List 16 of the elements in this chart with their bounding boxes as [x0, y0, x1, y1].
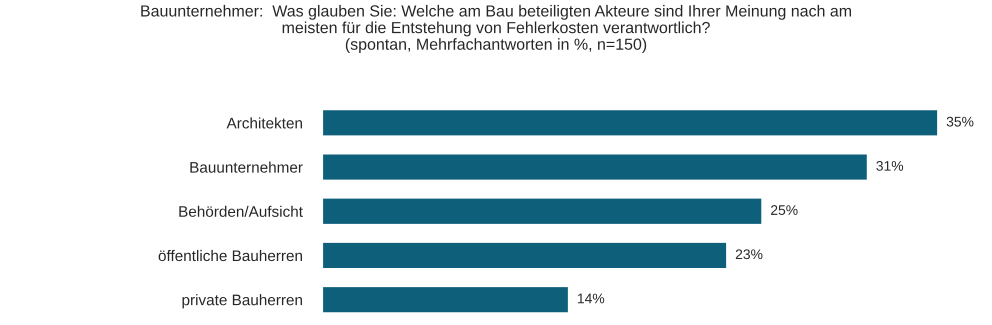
data-label: 14% [578, 294, 604, 304]
data-label: 23% [736, 249, 762, 260]
bar [322, 153, 868, 182]
y-tick-label: private Bauherren [182, 294, 302, 308]
data-label: 25% [771, 205, 798, 215]
bar [322, 286, 570, 314]
y-tick-label: Behörden/Aufsicht [179, 206, 303, 217]
data-label: 35% [946, 116, 974, 127]
bar [322, 197, 763, 226]
y-tick-label: öffentliche Bauherren [158, 250, 302, 262]
data-label: 31% [876, 160, 904, 171]
chart-title: Bauunternehmer: Was glauben Sie: Welche am Bau beteiligten Akteure sind Ihrer Meinung nach am meisten für die Entstehung von Fehlerkosten verantwortlich? (spontan, Mehrfachantworten in %, n=150) [141, 4, 851, 54]
y-tick-label: Bauunternehmer [190, 162, 303, 173]
y-tick-label: Architekten [226, 117, 302, 129]
bar [322, 108, 938, 137]
bar [322, 241, 728, 270]
